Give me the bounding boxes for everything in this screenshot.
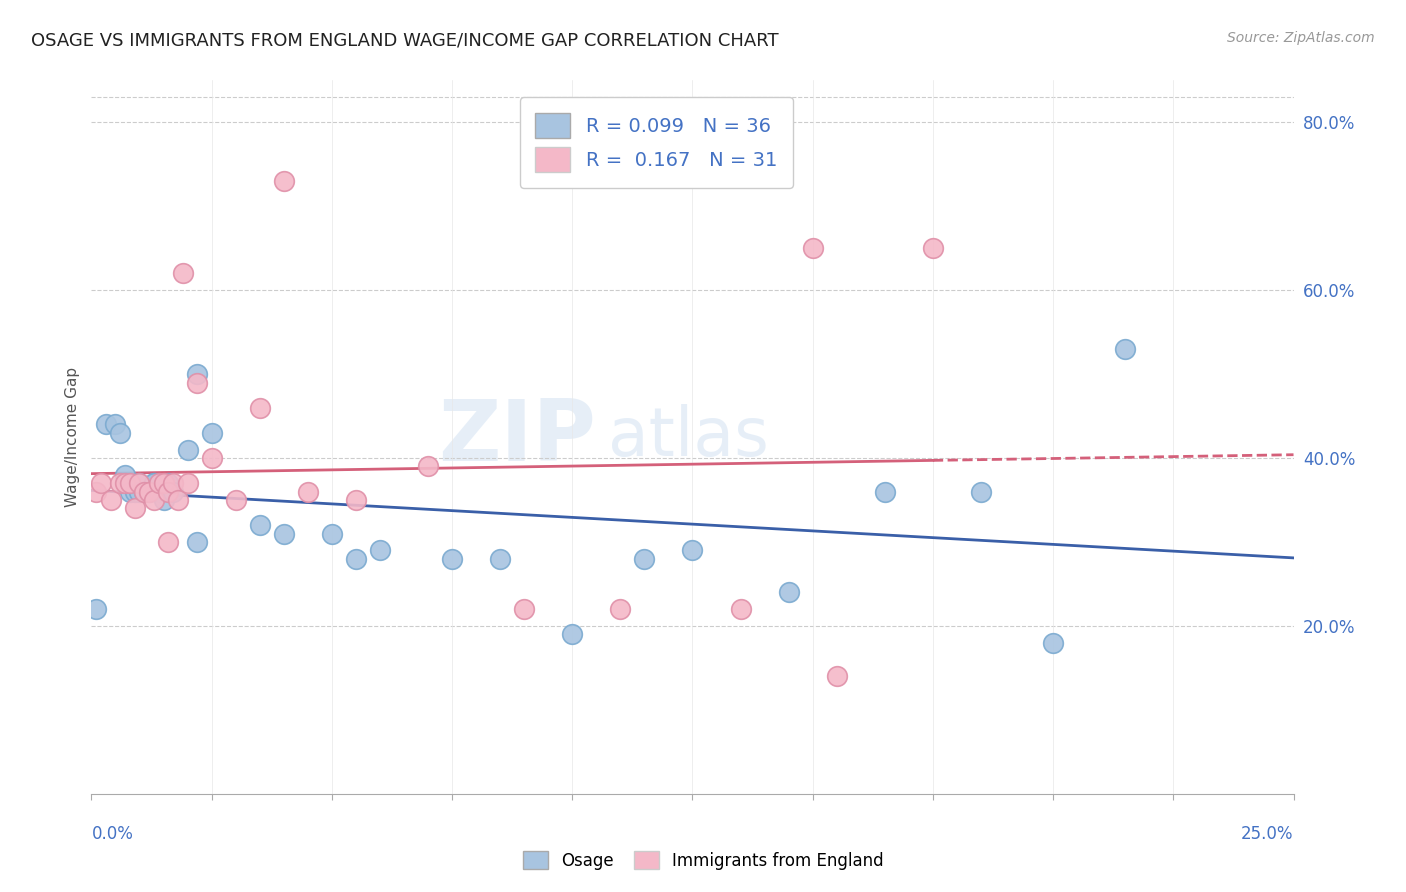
Point	[273, 174, 295, 188]
Point	[201, 425, 224, 440]
Point	[273, 526, 295, 541]
Point	[152, 476, 174, 491]
Point	[344, 551, 367, 566]
Point	[172, 266, 194, 280]
Point	[142, 493, 165, 508]
Point	[94, 417, 117, 432]
Point	[84, 484, 107, 499]
Legend: Osage, Immigrants from England: Osage, Immigrants from England	[516, 845, 890, 877]
Point	[110, 476, 132, 491]
Point	[440, 551, 463, 566]
Point	[186, 535, 208, 549]
Point	[128, 476, 150, 491]
Point	[344, 493, 367, 508]
Point	[778, 585, 800, 599]
Text: atlas: atlas	[609, 404, 769, 470]
Point	[825, 669, 848, 683]
Point	[970, 484, 993, 499]
Point	[561, 627, 583, 641]
Point	[873, 484, 896, 499]
Point	[124, 484, 146, 499]
Point	[157, 535, 180, 549]
Point	[114, 476, 136, 491]
Point	[148, 476, 170, 491]
Y-axis label: Wage/Income Gap: Wage/Income Gap	[65, 367, 80, 508]
Point	[128, 476, 150, 491]
Point	[142, 476, 165, 491]
Point	[922, 241, 945, 255]
Point	[138, 484, 160, 499]
Point	[1114, 342, 1136, 356]
Point	[176, 476, 198, 491]
Point	[84, 602, 107, 616]
Legend: R = 0.099   N = 36, R =  0.167   N = 31: R = 0.099 N = 36, R = 0.167 N = 31	[520, 97, 793, 188]
Point	[489, 551, 512, 566]
Text: Source: ZipAtlas.com: Source: ZipAtlas.com	[1227, 31, 1375, 45]
Point	[186, 376, 208, 390]
Point	[90, 476, 112, 491]
Point	[100, 493, 122, 508]
Point	[416, 459, 439, 474]
Point	[152, 493, 174, 508]
Point	[104, 417, 127, 432]
Point	[1042, 636, 1064, 650]
Text: 0.0%: 0.0%	[91, 825, 134, 843]
Point	[118, 484, 141, 499]
Point	[513, 602, 536, 616]
Point	[138, 484, 160, 499]
Point	[681, 543, 703, 558]
Point	[249, 518, 271, 533]
Text: 25.0%: 25.0%	[1241, 825, 1294, 843]
Point	[114, 467, 136, 482]
Point	[368, 543, 391, 558]
Point	[162, 476, 184, 491]
Point	[730, 602, 752, 616]
Point	[297, 484, 319, 499]
Point	[609, 602, 631, 616]
Point	[186, 367, 208, 381]
Point	[157, 476, 180, 491]
Point	[801, 241, 824, 255]
Point	[249, 401, 271, 415]
Point	[201, 451, 224, 466]
Point	[157, 484, 180, 499]
Point	[162, 484, 184, 499]
Text: OSAGE VS IMMIGRANTS FROM ENGLAND WAGE/INCOME GAP CORRELATION CHART: OSAGE VS IMMIGRANTS FROM ENGLAND WAGE/IN…	[31, 31, 779, 49]
Point	[167, 493, 190, 508]
Point	[321, 526, 343, 541]
Text: ZIP: ZIP	[439, 395, 596, 479]
Point	[142, 476, 165, 491]
Point	[134, 484, 156, 499]
Point	[124, 501, 146, 516]
Point	[134, 484, 156, 499]
Point	[633, 551, 655, 566]
Point	[225, 493, 247, 508]
Point	[148, 484, 170, 499]
Point	[176, 442, 198, 457]
Point	[128, 484, 150, 499]
Point	[118, 476, 141, 491]
Point	[110, 425, 132, 440]
